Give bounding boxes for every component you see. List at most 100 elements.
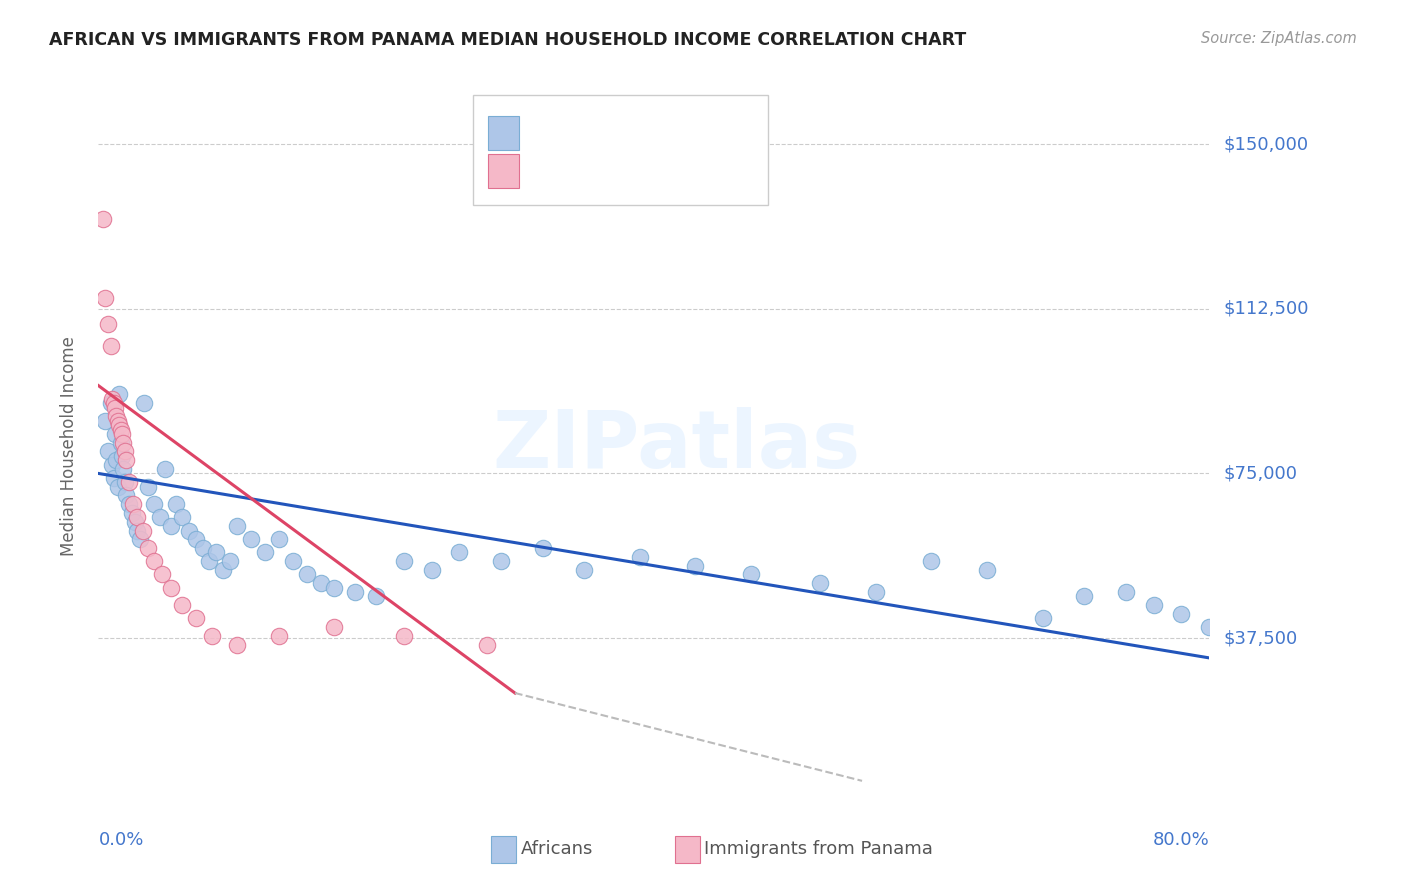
Point [105, 409, 128, 424]
Point [267, 533, 290, 547]
Point [976, 563, 998, 577]
Point [865, 585, 887, 599]
Text: R = -0.510: R = -0.510 [537, 162, 634, 180]
Point [101, 392, 124, 406]
Point [111, 426, 134, 441]
Point [104, 401, 127, 415]
Text: $75,000: $75,000 [1223, 465, 1298, 483]
Point [392, 629, 415, 643]
Point [198, 554, 221, 568]
Point [138, 541, 160, 555]
Text: Africans: Africans [520, 840, 593, 858]
Point [115, 488, 138, 502]
Point [740, 567, 762, 582]
Point [100, 339, 122, 353]
Text: Immigrants from Panama: Immigrants from Panama [704, 840, 932, 858]
Point [1170, 607, 1192, 621]
Point [159, 519, 181, 533]
Text: ZIPatlas: ZIPatlas [492, 407, 860, 485]
Point [574, 563, 596, 577]
Point [124, 515, 146, 529]
Point [184, 611, 207, 625]
Point [103, 396, 125, 410]
Point [420, 563, 443, 577]
Point [111, 449, 134, 463]
Point [118, 475, 141, 490]
Point [108, 387, 131, 401]
Text: $150,000: $150,000 [1223, 135, 1308, 153]
Point [184, 533, 207, 547]
Point [150, 567, 173, 582]
Point [107, 480, 129, 494]
Point [170, 510, 193, 524]
Text: AFRICAN VS IMMIGRANTS FROM PANAMA MEDIAN HOUSEHOLD INCOME CORRELATION CHART: AFRICAN VS IMMIGRANTS FROM PANAMA MEDIAN… [49, 31, 966, 49]
Point [100, 396, 122, 410]
Point [366, 590, 388, 604]
Point [143, 497, 166, 511]
Point [127, 524, 149, 538]
Text: $112,500: $112,500 [1223, 300, 1309, 318]
Point [1115, 585, 1137, 599]
Point [191, 541, 214, 555]
Point [122, 497, 145, 511]
Point [97, 317, 120, 331]
Point [114, 444, 136, 458]
Text: $37,500: $37,500 [1223, 629, 1298, 647]
Point [177, 524, 200, 538]
Point [344, 585, 367, 599]
Point [449, 545, 471, 559]
Point [112, 435, 135, 450]
Point [105, 453, 128, 467]
Point [127, 510, 149, 524]
Point [170, 598, 193, 612]
Point [94, 291, 117, 305]
Text: 80.0%: 80.0% [1153, 830, 1209, 848]
Point [295, 567, 318, 582]
Point [1143, 598, 1166, 612]
Point [159, 581, 181, 595]
Point [115, 453, 138, 467]
Point [143, 554, 166, 568]
Point [134, 396, 156, 410]
Point [1032, 611, 1054, 625]
Point [309, 576, 332, 591]
Point [489, 554, 512, 568]
Point [531, 541, 554, 555]
Point [94, 414, 117, 428]
Point [219, 554, 242, 568]
Text: R = -0.502: R = -0.502 [537, 125, 634, 143]
Point [920, 554, 942, 568]
Text: N = 63: N = 63 [654, 125, 717, 143]
Point [267, 629, 290, 643]
Y-axis label: Median Household Income: Median Household Income [59, 336, 77, 556]
Point [138, 480, 160, 494]
Text: N = 31: N = 31 [654, 162, 717, 180]
Point [281, 554, 304, 568]
Point [1198, 620, 1220, 634]
Text: Source: ZipAtlas.com: Source: ZipAtlas.com [1201, 31, 1357, 46]
Point [810, 576, 832, 591]
Point [201, 629, 224, 643]
Text: 0.0%: 0.0% [98, 830, 143, 848]
Point [107, 414, 129, 428]
Point [97, 444, 120, 458]
Point [114, 475, 136, 490]
Point [205, 545, 228, 559]
Point [108, 418, 131, 433]
Point [165, 497, 187, 511]
Point [475, 638, 499, 652]
Point [628, 549, 651, 564]
Point [110, 423, 132, 437]
Point [103, 471, 125, 485]
Point [323, 620, 346, 634]
Point [104, 426, 127, 441]
Point [392, 554, 415, 568]
Point [153, 462, 176, 476]
Point [121, 506, 143, 520]
Point [112, 462, 135, 476]
Point [1073, 590, 1095, 604]
Point [118, 497, 141, 511]
Point [323, 581, 346, 595]
Point [212, 563, 235, 577]
Point [253, 545, 276, 559]
